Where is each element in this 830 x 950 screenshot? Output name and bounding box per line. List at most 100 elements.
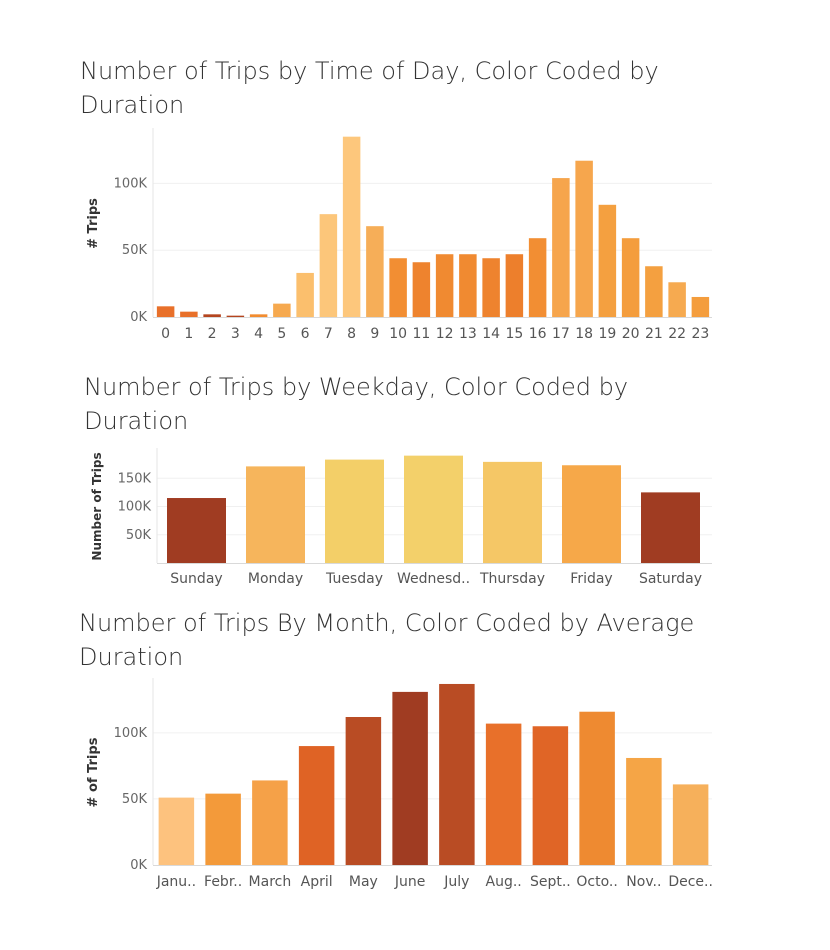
x-tick-label: 18 [575,326,593,342]
x-tick-label: 5 [277,326,286,342]
x-tick-label: 7 [324,326,333,342]
bar-june[interactable] [392,691,428,865]
bar-16[interactable] [528,238,547,317]
x-tick-label: 11 [412,326,430,342]
chart-month: 0K 50K 100K # of Trips Janu.. Febr.. March Apri… [86,678,713,890]
chart-title-month: Number of Trips By Month, Color Coded by… [79,609,695,671]
x-tick-label: Aug.. [486,874,522,890]
x-tick-label: 3 [231,326,240,342]
x-tick-label: 13 [459,326,477,342]
y-tick-label: 100K [114,176,148,191]
y-tick-label: 0K [130,310,147,325]
x-tick-label: 17 [552,326,570,342]
x-tick-label: 14 [482,326,500,342]
bar-20[interactable] [621,238,640,317]
bar-21[interactable] [645,266,663,317]
bar-7[interactable] [319,214,338,317]
bar-3[interactable] [226,315,245,317]
bar-octo[interactable] [579,711,615,865]
y-tick-label: 100K [118,500,152,515]
bar-22[interactable] [668,282,686,317]
x-tick-label: Wednesd.. [397,571,470,587]
chart-weekday: 50K 100K 150K Number of Trips Sunday Monday Tu… [90,448,712,587]
x-tick-label: July [443,874,469,890]
bar-10[interactable] [389,258,407,317]
bar-febr[interactable] [205,793,241,865]
bar-14[interactable] [482,258,500,317]
bar-sunday[interactable] [167,498,226,563]
bar-18[interactable] [575,160,593,317]
bar-wednesd[interactable] [404,455,463,563]
x-tick-label: 22 [668,326,686,342]
bar-6[interactable] [296,272,314,317]
bar-saturday[interactable] [641,492,700,563]
bar-5[interactable] [273,303,291,317]
x-tick-label: 4 [254,326,263,342]
bar-2[interactable] [203,314,221,317]
bar-july[interactable] [439,683,475,865]
bar-13[interactable] [459,254,477,317]
x-tick-label: Saturday [639,571,702,587]
bar-monday[interactable] [246,466,305,563]
x-tick-label: Febr.. [204,874,242,890]
chart-title-weekday: Number of Trips by Weekday, Color Coded … [84,373,629,435]
bar-1[interactable] [180,311,198,317]
x-tick-label: March [249,874,292,890]
bar-12[interactable] [435,254,454,317]
y-tick-label: 0K [130,858,147,873]
bar-sept[interactable] [532,726,569,865]
x-tick-label: 6 [301,326,310,342]
y-axis-title: # Trips [86,198,101,249]
x-tick-label: Thursday [479,571,545,587]
x-tick-label: Friday [570,571,612,587]
x-tick-label: 15 [505,326,523,342]
bar-aug[interactable] [485,723,522,865]
y-tick-label: 50K [122,792,148,807]
x-tick-label: 0 [161,326,170,342]
bar-17[interactable] [552,178,570,317]
bar-9[interactable] [366,226,384,317]
bar-janu[interactable] [158,797,195,865]
x-tick-label: 16 [529,326,547,342]
chart-title-time-of-day: Number of Trips by Time of Day, Color Co… [80,57,659,119]
bar-thursday[interactable] [483,461,542,563]
x-tick-label: Sunday [170,571,222,587]
y-tick-label: 150K [118,471,152,486]
y-tick-label: 50K [126,528,152,543]
bar-may[interactable] [345,717,382,865]
bar-march[interactable] [252,780,288,865]
x-tick-label: 19 [598,326,616,342]
y-axis-title: Number of Trips [90,452,104,560]
bar-tuesday[interactable] [325,459,384,563]
bar-4[interactable] [249,314,268,317]
bar-8[interactable] [342,136,361,317]
x-tick-label: June [394,874,426,890]
x-tick-label: 1 [184,326,193,342]
x-tick-label: Dece.. [668,874,713,890]
bar-friday[interactable] [562,465,621,563]
x-tick-label: 23 [691,326,709,342]
x-tick-label: 8 [347,326,356,342]
x-tick-label: 12 [436,326,454,342]
x-tick-label: Nov.. [626,874,661,890]
bar-23[interactable] [691,296,710,317]
bar-0[interactable] [156,306,175,317]
x-tick-label: 10 [389,326,407,342]
bar-dece[interactable] [672,784,709,865]
x-tick-label: 2 [208,326,217,342]
bar-19[interactable] [598,204,617,317]
x-tick-label: 20 [622,326,640,342]
y-axis-title: # of Trips [86,737,101,807]
bar-nov[interactable] [626,757,662,865]
y-tick-label: 100K [114,726,148,741]
bar-15[interactable] [505,254,524,317]
bar-11[interactable] [412,262,431,317]
x-tick-label: Janu.. [156,874,196,890]
x-tick-label: 9 [370,326,379,342]
x-tick-label: Monday [248,571,303,587]
x-tick-label: May [349,874,378,890]
x-tick-label: Sept.. [530,874,571,890]
x-tick-label: Tuesday [325,571,383,587]
bar-april[interactable] [298,746,335,865]
